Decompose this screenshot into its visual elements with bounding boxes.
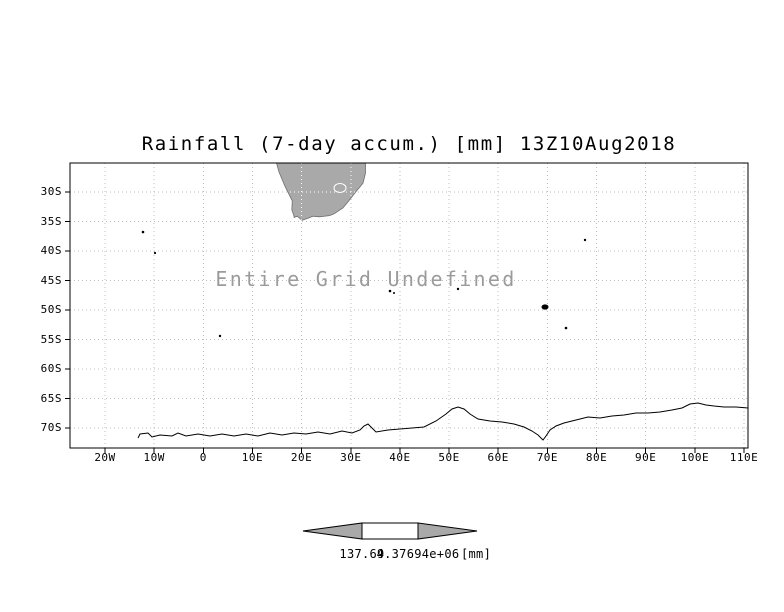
undefined-grid-message: Entire Grid Undefined (215, 267, 517, 291)
chart-title: Rainfall (7-day accum.) [mm] 13Z10Aug201… (141, 133, 677, 155)
colorbar-right-arrow (417, 522, 478, 540)
island-marks (141, 230, 587, 338)
colorbar-min-label: 137.69 (339, 547, 385, 561)
colorbar-middle-segment (361, 522, 419, 540)
colorbar-left-arrow (302, 522, 363, 540)
colorbar-max-label: 4.37694e+06 (376, 547, 460, 561)
land-south-africa (275, 162, 366, 221)
colorbar (302, 522, 478, 540)
plot-frame (69, 162, 749, 449)
axis-tick-marks (65, 191, 745, 453)
graticule-over-land (276, 163, 366, 221)
graticule-gridlines (70, 163, 748, 448)
colorbar-units-label: [mm] (461, 547, 492, 561)
lesotho-border (333, 183, 347, 193)
antarctica-coastline (137, 402, 749, 441)
